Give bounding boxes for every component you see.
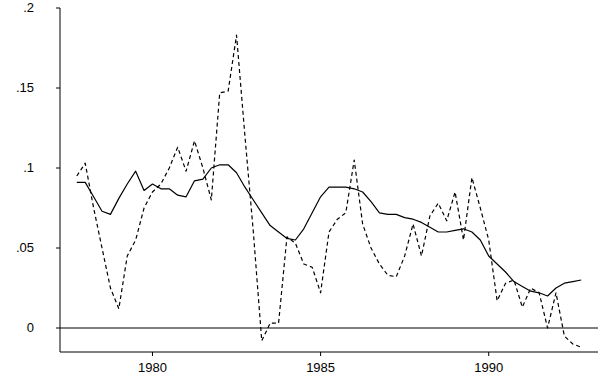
y-tick <box>56 168 60 169</box>
x-tick-label: 1985 <box>306 360 335 375</box>
x-tick-label: 1980 <box>138 360 167 375</box>
y-tick <box>56 88 60 89</box>
x-axis-line <box>60 352 598 353</box>
series-line <box>77 165 581 296</box>
x-tick-label: 1990 <box>474 360 503 375</box>
y-tick <box>56 8 60 9</box>
y-tick <box>56 248 60 249</box>
y-tick-label: .15 <box>16 80 34 95</box>
y-tick-label: .2 <box>23 0 34 15</box>
x-tick <box>320 352 321 356</box>
x-tick <box>488 352 489 356</box>
y-tick-label: 0 <box>27 320 34 335</box>
y-tick <box>56 328 60 329</box>
series-group <box>77 35 581 347</box>
y-axis-line <box>60 8 61 352</box>
y-tick-label: .1 <box>23 160 34 175</box>
zero-line <box>60 328 598 329</box>
chart: 0 .05 .1 .15 .2 1980 1985 1990 <box>0 0 600 382</box>
series-line <box>77 35 581 347</box>
x-tick <box>152 352 153 356</box>
y-tick-label: .05 <box>16 240 34 255</box>
